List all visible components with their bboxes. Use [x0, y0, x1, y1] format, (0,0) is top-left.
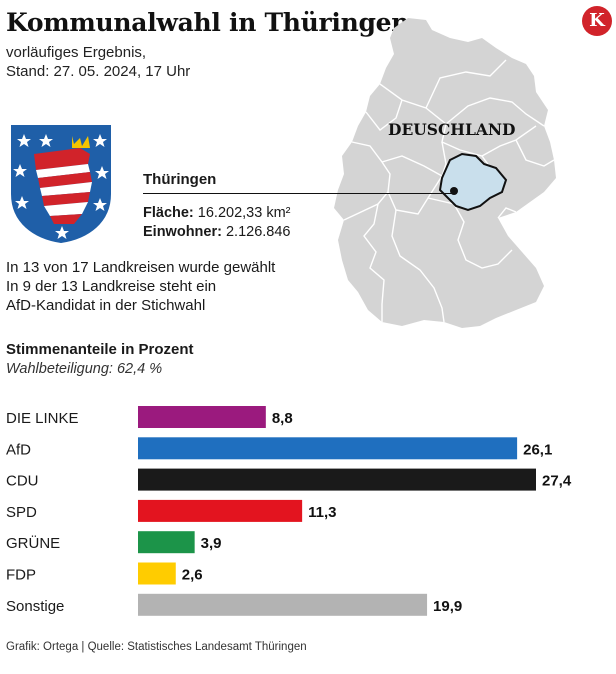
category-label: FDP [6, 567, 36, 584]
leader-line [143, 193, 455, 194]
germany-map [334, 18, 556, 328]
area-value: 16.202,33 km² [197, 205, 291, 221]
category-label: SPD [6, 504, 37, 521]
bar [138, 531, 195, 554]
category-label: CDU [6, 473, 39, 490]
subtitle-timestamp: Stand: 27. 05. 2024, 17 Uhr [6, 63, 191, 80]
value-label: 19,9 [433, 598, 462, 615]
bar [138, 499, 303, 522]
value-label: 2,6 [182, 567, 203, 584]
turnout-label: Wahlbeteiligung: 62,4 % [6, 361, 163, 377]
state-borders [343, 59, 555, 323]
bar [138, 437, 518, 460]
bar [138, 468, 536, 491]
brand-logo: K [582, 6, 612, 36]
category-label: Sonstige [6, 598, 64, 615]
note-line: In 13 von 17 Landkreisen wurde gewählt [6, 259, 276, 276]
population-value: 2.126.846 [225, 224, 291, 240]
value-label: 8,8 [272, 410, 293, 427]
crown-icon [72, 136, 90, 148]
value-label: 11,3 [308, 504, 336, 521]
note-line: AfD-Kandidat in der Stichwahl [6, 297, 206, 314]
source-footer: Grafik: Ortega | Quelle: Statistisches L… [6, 641, 307, 653]
election-notes: In 13 von 17 Landkreisen wurde gewählt I… [6, 258, 275, 315]
value-label: 3,9 [201, 535, 222, 552]
area-label: Fläche: [143, 205, 194, 221]
bar [138, 406, 266, 428]
star-icons [13, 134, 109, 239]
value-label: 27,4 [542, 473, 572, 490]
population-label: Einwohner: [143, 224, 222, 240]
area-stat: Fläche: 16.202,33 km² [143, 205, 291, 221]
results-bar-chart: DIE LINKE 8,8 AfD 26,1 CDU 27,4 SPD 11,3 GRÜNE 3,… [6, 406, 572, 616]
subtitle-status: vorläufiges Ergebnis, [6, 44, 147, 61]
subtitle: vorläufiges Ergebnis, Stand: 27. 05. 202… [6, 43, 190, 81]
chart-title: Stimmenanteile in Prozent [6, 341, 194, 358]
state-name: Thüringen [143, 171, 217, 188]
lion-stripes [34, 148, 92, 224]
coat-of-arms [11, 125, 111, 244]
bar [138, 562, 176, 585]
page-title: Kommunalwahl in Thüringen [6, 8, 410, 37]
country-label: DEUSCHLAND [388, 120, 516, 139]
bar [138, 593, 428, 616]
population-stat: Einwohner: 2.126.846 [143, 224, 291, 240]
category-label: DIE LINKE [6, 410, 79, 427]
category-label: AfD [6, 441, 31, 458]
category-label: GRÜNE [6, 534, 60, 552]
thueringen-shape [438, 152, 508, 212]
shield-outline [11, 125, 111, 244]
note-line: In 9 der 13 Landkreise steht ein [6, 278, 217, 295]
value-label: 26,1 [523, 441, 552, 458]
